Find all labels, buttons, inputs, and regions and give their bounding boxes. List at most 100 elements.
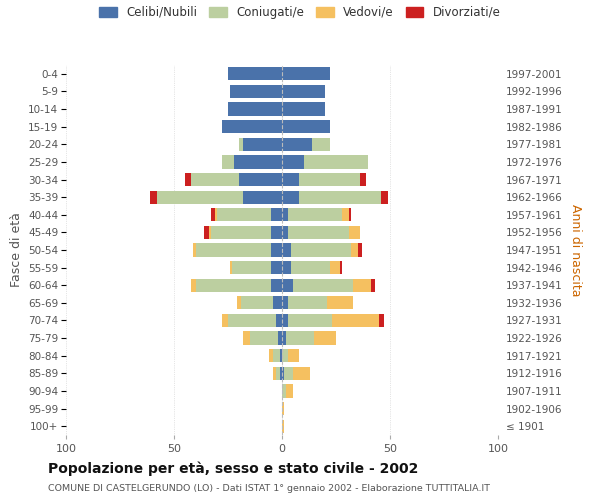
Bar xyxy=(282,226,289,239)
Bar xyxy=(371,278,375,292)
Bar xyxy=(282,120,329,134)
Bar xyxy=(282,278,293,292)
Bar xyxy=(243,190,282,204)
Bar xyxy=(286,384,293,398)
Bar xyxy=(290,261,329,274)
Bar xyxy=(228,102,282,116)
Bar xyxy=(379,314,383,327)
Bar xyxy=(243,332,250,344)
Bar xyxy=(230,85,282,98)
Bar xyxy=(250,332,278,344)
Bar xyxy=(282,296,289,310)
Bar xyxy=(282,190,299,204)
Bar xyxy=(284,366,293,380)
Bar xyxy=(290,244,351,256)
Bar xyxy=(282,384,286,398)
Bar xyxy=(349,226,360,239)
Legend: Celibi/Nubili, Coniugati/e, Vedovi/e, Divorziati/e: Celibi/Nubili, Coniugati/e, Vedovi/e, Di… xyxy=(99,6,501,19)
Bar xyxy=(289,296,328,310)
Bar xyxy=(343,208,349,222)
Bar xyxy=(191,173,239,186)
Bar xyxy=(235,156,282,168)
Bar xyxy=(185,173,191,186)
Bar xyxy=(228,314,275,327)
Text: Popolazione per età, sesso e stato civile - 2002: Popolazione per età, sesso e stato civil… xyxy=(48,461,418,475)
Bar xyxy=(217,208,271,222)
Bar xyxy=(243,138,282,151)
Bar xyxy=(239,138,243,151)
Bar xyxy=(282,366,284,380)
Bar xyxy=(221,314,228,327)
Bar xyxy=(299,173,360,186)
Bar xyxy=(271,261,282,274)
Y-axis label: Anni di nascita: Anni di nascita xyxy=(569,204,582,296)
Bar xyxy=(275,366,280,380)
Bar xyxy=(211,208,215,222)
Bar xyxy=(191,278,196,292)
Bar xyxy=(282,420,284,433)
Bar xyxy=(289,349,299,362)
Bar xyxy=(271,226,282,239)
Bar xyxy=(282,173,299,186)
Bar xyxy=(314,332,336,344)
Bar xyxy=(157,190,243,204)
Bar xyxy=(328,296,353,310)
Bar xyxy=(271,244,282,256)
Bar xyxy=(282,402,284,415)
Bar xyxy=(280,366,282,380)
Bar xyxy=(239,173,282,186)
Bar xyxy=(349,208,351,222)
Bar xyxy=(275,314,282,327)
Bar xyxy=(228,67,282,80)
Bar xyxy=(282,138,312,151)
Bar xyxy=(340,261,343,274)
Bar xyxy=(230,261,232,274)
Bar xyxy=(221,120,282,134)
Bar xyxy=(299,190,382,204)
Bar xyxy=(282,332,286,344)
Bar xyxy=(271,208,282,222)
Bar xyxy=(312,138,329,151)
Bar xyxy=(382,190,388,204)
Bar xyxy=(150,190,157,204)
Bar xyxy=(289,208,343,222)
Bar xyxy=(232,261,271,274)
Bar xyxy=(286,332,314,344)
Bar xyxy=(351,244,358,256)
Bar xyxy=(289,314,332,327)
Bar xyxy=(329,261,340,274)
Bar xyxy=(282,261,290,274)
Bar xyxy=(282,85,325,98)
Bar xyxy=(204,226,209,239)
Bar xyxy=(282,102,325,116)
Bar xyxy=(282,67,329,80)
Bar xyxy=(196,244,271,256)
Bar xyxy=(215,208,217,222)
Bar xyxy=(293,366,310,380)
Text: COMUNE DI CASTELGERUNDO (LO) - Dati ISTAT 1° gennaio 2002 - Elaborazione TUTTITA: COMUNE DI CASTELGERUNDO (LO) - Dati ISTA… xyxy=(48,484,490,493)
Bar xyxy=(274,366,275,380)
Bar xyxy=(221,156,235,168)
Bar xyxy=(274,296,282,310)
Bar xyxy=(196,278,271,292)
Bar xyxy=(278,332,282,344)
Bar xyxy=(289,226,349,239)
Bar xyxy=(282,156,304,168)
Bar xyxy=(236,296,241,310)
Bar xyxy=(282,208,289,222)
Bar xyxy=(193,244,196,256)
Bar xyxy=(274,349,280,362)
Bar xyxy=(280,349,282,362)
Bar xyxy=(358,244,362,256)
Bar xyxy=(241,296,274,310)
Bar xyxy=(209,226,211,239)
Bar xyxy=(293,278,353,292)
Bar xyxy=(282,314,289,327)
Bar xyxy=(304,156,368,168)
Bar xyxy=(353,278,371,292)
Bar xyxy=(332,314,379,327)
Bar xyxy=(282,349,289,362)
Bar xyxy=(211,226,271,239)
Bar xyxy=(269,349,274,362)
Y-axis label: Fasce di età: Fasce di età xyxy=(10,212,23,288)
